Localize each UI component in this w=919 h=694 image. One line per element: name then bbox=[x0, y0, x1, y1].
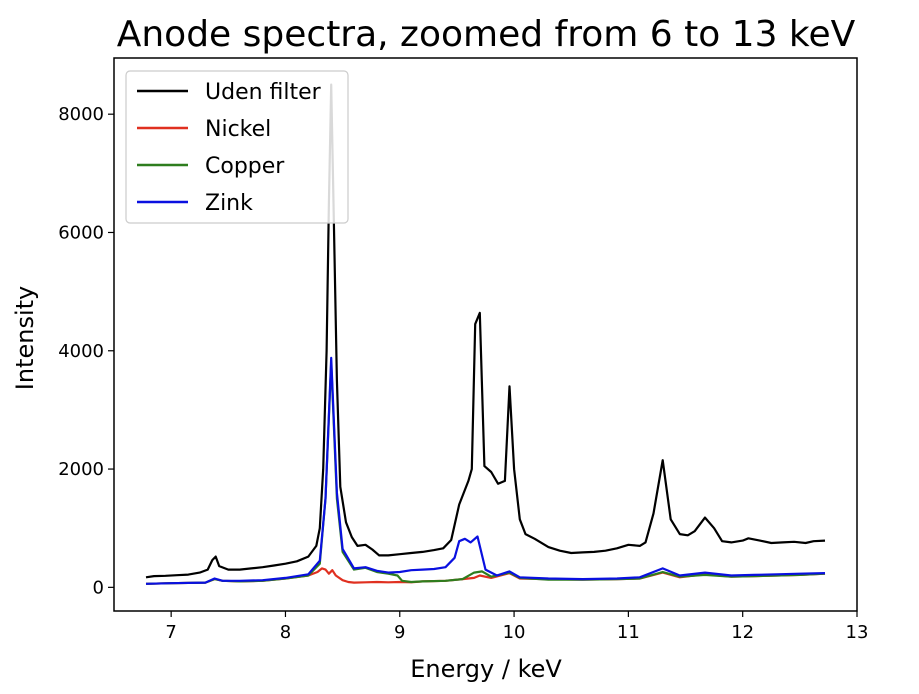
x-axis: 7 8 9 10 11 12 13 bbox=[165, 611, 868, 643]
y-tick-label: 0 bbox=[93, 577, 104, 598]
x-tick-label: 12 bbox=[731, 622, 754, 643]
legend-box bbox=[125, 70, 349, 224]
y-tick-label: 6000 bbox=[58, 222, 104, 243]
y-tick-label: 2000 bbox=[58, 459, 104, 480]
legend-label: Zink bbox=[205, 191, 253, 216]
x-tick-label: 10 bbox=[503, 622, 526, 643]
plot-frame bbox=[113, 57, 858, 612]
y-axis: 0 2000 4000 6000 8000 bbox=[58, 104, 114, 598]
x-tick-label: 13 bbox=[846, 622, 869, 643]
legend-label: Uden filter bbox=[205, 80, 322, 105]
y-tick-label: 8000 bbox=[58, 104, 104, 125]
series-layer bbox=[145, 83, 826, 585]
legend-label: Nickel bbox=[205, 117, 271, 142]
series-line-zink bbox=[145, 356, 826, 585]
series-line-uden-filter bbox=[145, 83, 826, 579]
chart-title: Anode spectra, zoomed from 6 to 13 keV bbox=[117, 14, 856, 55]
x-axis-label: Energy / keV bbox=[410, 655, 562, 683]
x-tick-label: 11 bbox=[617, 622, 640, 643]
legend-label: Copper bbox=[205, 154, 285, 179]
x-tick-label: 7 bbox=[165, 622, 176, 643]
legend: Uden filter Nickel Copper Zink bbox=[125, 70, 349, 224]
plot-area bbox=[113, 57, 858, 612]
x-tick-label: 9 bbox=[394, 622, 405, 643]
y-axis-label: Intensity bbox=[11, 286, 39, 390]
y-tick-label: 4000 bbox=[58, 341, 104, 362]
x-tick-label: 8 bbox=[280, 622, 291, 643]
